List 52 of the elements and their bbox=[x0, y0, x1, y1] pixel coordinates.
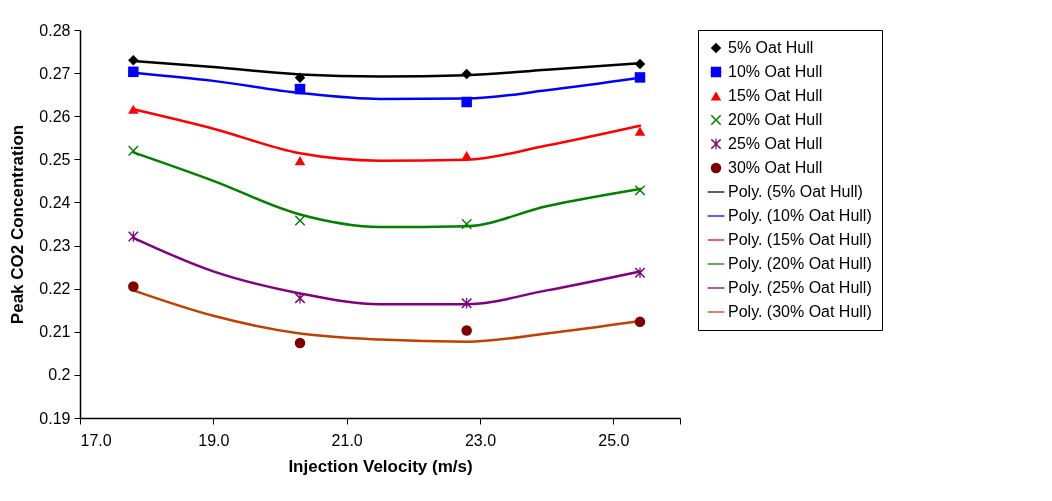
x-tick-label: 19.0 bbox=[198, 431, 230, 449]
point bbox=[128, 145, 139, 156]
y-tick-label: 0.22 bbox=[39, 280, 71, 298]
x-tick-label: 17.0 bbox=[80, 431, 112, 449]
point bbox=[128, 66, 139, 78]
point bbox=[128, 281, 139, 292]
point bbox=[634, 316, 646, 328]
point bbox=[461, 150, 472, 160]
legend-label: 25% Oat Hull bbox=[728, 135, 823, 152]
y-axis-title: Peak CO2 Concentration bbox=[8, 124, 28, 325]
point bbox=[128, 104, 139, 114]
point bbox=[294, 72, 306, 84]
point bbox=[294, 83, 306, 95]
x-tick-label: 23.0 bbox=[464, 431, 497, 449]
y-tick-label: 0.28 bbox=[39, 21, 71, 39]
point bbox=[294, 337, 306, 349]
point bbox=[634, 185, 646, 196]
y-tick-label: 0.24 bbox=[39, 193, 71, 211]
point bbox=[128, 54, 139, 66]
x-tick-label: 25.0 bbox=[598, 431, 630, 449]
legend-label: 30% Oat Hull bbox=[728, 159, 823, 176]
point bbox=[294, 156, 306, 166]
legend-label: 10% Oat Hull bbox=[728, 63, 823, 80]
y-tick-label: 0.21 bbox=[39, 323, 71, 341]
point bbox=[634, 267, 646, 278]
legend-label: Poly. (15% Oat Hull) bbox=[728, 231, 872, 248]
point bbox=[294, 292, 306, 304]
point bbox=[294, 215, 306, 226]
point bbox=[634, 58, 646, 70]
y-tick-label: 0.2 bbox=[48, 366, 71, 384]
y-tick-label: 0.27 bbox=[39, 64, 71, 82]
legend-label: Poly. (5% Oat Hull) bbox=[728, 183, 863, 200]
point bbox=[634, 72, 646, 83]
y-tick-label: 0.26 bbox=[39, 107, 71, 125]
legend-label: Poly. (20% Oat Hull) bbox=[728, 255, 872, 272]
legend-label: Poly. (30% Oat Hull) bbox=[728, 303, 872, 320]
point bbox=[461, 68, 472, 80]
legend-label: Poly. (25% Oat Hull) bbox=[728, 279, 872, 296]
point bbox=[461, 298, 472, 309]
legend-label: 5% Oat Hull bbox=[728, 39, 814, 56]
legend-label: Poly. (10% Oat Hull) bbox=[728, 207, 872, 224]
y-tick-label: 0.23 bbox=[39, 237, 71, 255]
legend-label: 15% Oat Hull bbox=[728, 87, 823, 104]
y-tick-label: 0.19 bbox=[39, 409, 71, 427]
y-tick-label: 0.25 bbox=[39, 150, 71, 168]
point bbox=[461, 325, 472, 336]
x-axis-title: Injection Velocity (m/s) bbox=[288, 456, 473, 476]
point bbox=[634, 126, 646, 136]
point bbox=[461, 218, 472, 230]
legend-label: 20% Oat Hull bbox=[728, 111, 823, 128]
x-tick-label: 21.0 bbox=[331, 431, 363, 449]
point bbox=[461, 96, 472, 108]
